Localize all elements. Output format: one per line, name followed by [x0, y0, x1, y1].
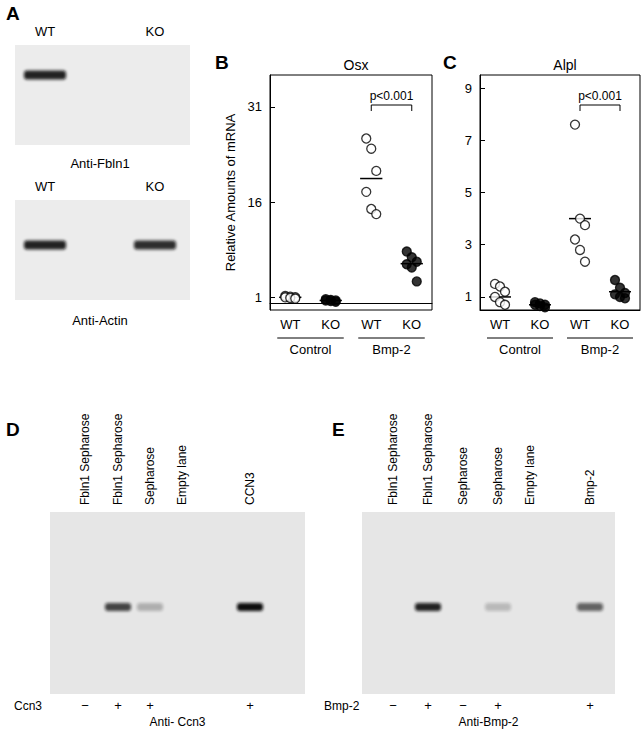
svg-text:3: 3 [465, 237, 472, 252]
svg-text:Empty lane: Empty lane [523, 445, 537, 505]
svg-text:−: − [459, 698, 467, 713]
svg-text:Relative Amounts of mRNA: Relative Amounts of mRNA [223, 113, 238, 271]
svg-text:KO: KO [402, 317, 421, 332]
svg-text:Bmp-2: Bmp-2 [583, 469, 597, 505]
svg-text:C: C [443, 52, 457, 73]
svg-text:Bmp-2: Bmp-2 [324, 699, 360, 713]
svg-text:Anti-Bmp-2: Anti-Bmp-2 [458, 715, 518, 729]
svg-text:WT: WT [570, 317, 590, 332]
svg-text:+: + [114, 698, 122, 713]
svg-text:−: − [81, 698, 89, 713]
svg-text:16: 16 [248, 195, 262, 210]
svg-text:p<0.001: p<0.001 [370, 89, 414, 103]
svg-text:1: 1 [255, 290, 262, 305]
svg-text:Fbln1 Sepharose: Fbln1 Sepharose [78, 413, 92, 505]
svg-text:5: 5 [465, 185, 472, 200]
svg-text:KO: KO [321, 317, 340, 332]
svg-text:Anti-Fbln1: Anti-Fbln1 [70, 156, 129, 171]
svg-text:Sepharose: Sepharose [491, 447, 505, 505]
svg-text:WT: WT [490, 317, 510, 332]
svg-text:p<0.001: p<0.001 [578, 89, 622, 103]
svg-text:9: 9 [465, 81, 472, 96]
svg-text:Control: Control [290, 342, 332, 357]
svg-text:KO: KO [611, 317, 630, 332]
svg-text:Bmp-2: Bmp-2 [581, 342, 619, 357]
svg-text:Bmp-2: Bmp-2 [372, 342, 410, 357]
svg-text:Ccn3: Ccn3 [14, 699, 42, 713]
svg-text:Empty lane: Empty lane [175, 445, 189, 505]
svg-text:Alpl: Alpl [553, 57, 576, 73]
svg-text:Fbln1 Sepharose: Fbln1 Sepharose [111, 413, 125, 505]
svg-text:+: + [424, 698, 432, 713]
svg-text:+: + [494, 698, 502, 713]
svg-text:KO: KO [531, 317, 550, 332]
svg-text:Fbln1 Sepharose: Fbln1 Sepharose [421, 413, 435, 505]
svg-text:1: 1 [465, 289, 472, 304]
svg-text:Sepharose: Sepharose [143, 447, 157, 505]
svg-text:+: + [586, 698, 594, 713]
svg-text:WT: WT [35, 179, 55, 194]
svg-text:KO: KO [146, 179, 165, 194]
svg-text:Fbln1 Sepharose: Fbln1 Sepharose [386, 413, 400, 505]
svg-text:+: + [146, 698, 154, 713]
svg-text:Sepharose: Sepharose [456, 447, 470, 505]
svg-text:Anti-Actin: Anti-Actin [72, 313, 128, 328]
svg-text:WT: WT [361, 317, 381, 332]
svg-text:Control: Control [499, 342, 541, 357]
svg-text:+: + [246, 698, 254, 713]
svg-text:Anti- Ccn3: Anti- Ccn3 [149, 715, 205, 729]
svg-text:D: D [6, 419, 20, 440]
svg-text:E: E [332, 419, 345, 440]
svg-text:−: − [389, 698, 397, 713]
svg-text:KO: KO [146, 24, 165, 39]
svg-text:7: 7 [465, 133, 472, 148]
svg-text:Osx: Osx [344, 57, 369, 73]
svg-text:WT: WT [280, 317, 300, 332]
svg-text:A: A [6, 3, 20, 24]
svg-text:B: B [215, 52, 229, 73]
svg-text:31: 31 [248, 99, 262, 114]
svg-text:CCN3: CCN3 [243, 472, 257, 505]
svg-text:WT: WT [35, 24, 55, 39]
